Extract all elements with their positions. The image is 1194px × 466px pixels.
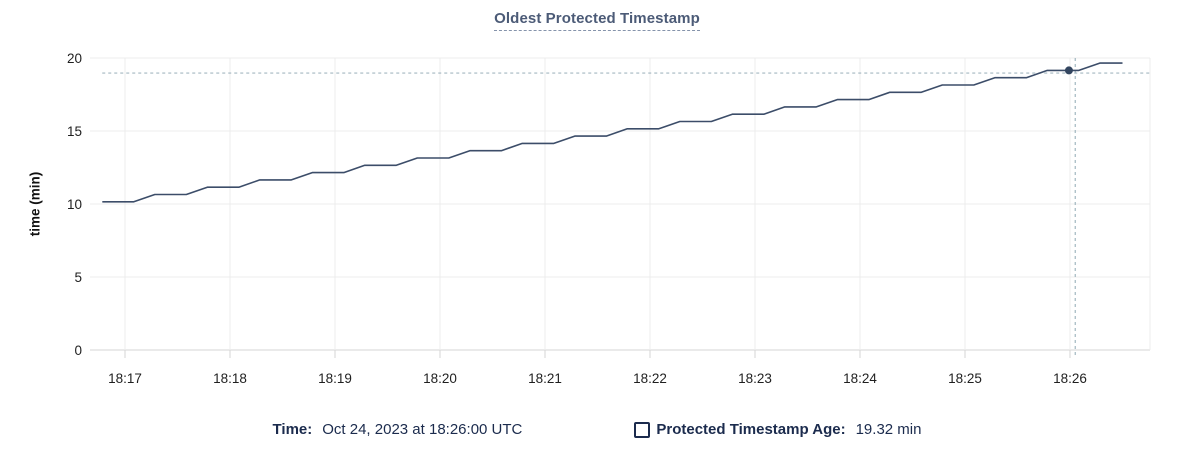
x-tick-label: 18:24 [843,371,877,386]
legend-series-label: Protected Timestamp Age: [656,421,846,438]
hover-dot [1064,66,1073,75]
chart-title-row: Oldest Protected Timestamp [0,10,1194,31]
x-tick-label: 18:18 [213,371,247,386]
x-tick-label: 18:17 [108,371,142,386]
legend-time-group: Time: Oct 24, 2023 at 18:26:00 UTC [273,419,523,440]
y-tick-label: 5 [74,270,82,285]
legend-time-label: Time: [272,421,313,438]
x-tick-label: 18:19 [318,371,352,386]
legend-time-value: Oct 24, 2023 at 18:26:00 UTC [322,421,523,438]
chart-title[interactable]: Oldest Protected Timestamp [494,10,700,31]
legend-series-group: Protected Timestamp Age: 19.32 min [634,419,921,440]
x-tick-label: 18:23 [738,371,772,386]
legend-row: Time: Oct 24, 2023 at 18:26:00 UTC Prote… [0,419,1194,440]
line-chart-plot[interactable]: 0 5 10 15 20 18:17 18:18 18:19 18:20 18:21 18:22 18… [0,0,1194,410]
x-tick-label: 18:22 [633,371,667,386]
series-line [102,62,1123,203]
x-tick-label: 18:26 [1053,371,1087,386]
x-tick-label: 18:25 [948,371,982,386]
y-tick-label: 15 [67,124,82,139]
x-tick-label: 18:20 [423,371,457,386]
legend-series-value: 19.32 min [855,421,922,438]
series-checkbox[interactable] [634,421,651,438]
y-tick-label: 20 [67,51,82,66]
y-tick-label: 0 [74,343,82,358]
y-tick-label: 10 [67,197,82,212]
x-tick-label: 18:21 [528,371,562,386]
